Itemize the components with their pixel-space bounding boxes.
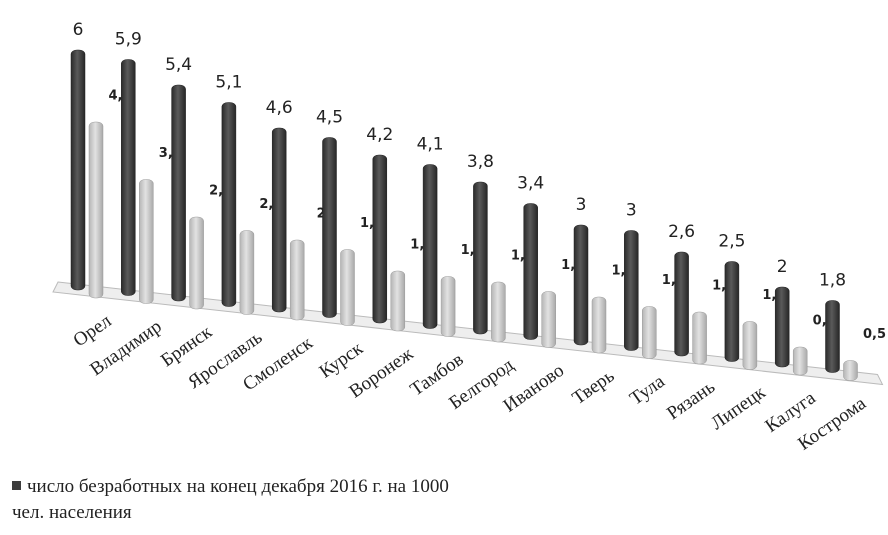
bar [121,59,136,296]
bar [674,251,689,357]
value-label: 3,4 [517,174,544,194]
value-label: 6 [73,20,84,40]
x-tick-label: Тверь [569,365,619,409]
bar [322,137,337,318]
value-label: 4,2 [366,125,393,145]
bar [340,249,355,326]
bar [624,230,639,351]
bar [692,311,707,365]
bar [189,216,204,310]
bar [792,346,808,376]
value-label: 2 [317,207,326,222]
bar [139,179,154,304]
bar [422,164,438,329]
bar [440,276,456,337]
bar [491,281,506,343]
bar [372,154,388,324]
value-label: 3 [576,195,587,215]
value-label: 4,5 [316,108,343,128]
bar [473,181,488,335]
bar [825,300,840,373]
legend-label: число безработных на конец декабря 2016 … [12,476,449,523]
bar [70,49,86,291]
value-label: 0,5 [863,327,886,342]
bar [221,102,237,307]
bar [289,239,305,321]
value-label: 5,9 [115,30,142,50]
bar [724,261,740,362]
bar [742,321,758,370]
value-label: 4,1 [417,135,444,155]
bar [171,84,186,302]
value-label: 4,6 [266,98,293,118]
value-label: 5,1 [215,73,242,93]
x-tick-label: Орел [70,310,116,351]
bar [271,127,287,313]
value-label: 3 [626,201,637,221]
bar [774,286,790,368]
bar [843,360,858,381]
value-label: 3,8 [467,152,494,172]
value-label: 2,6 [668,222,695,242]
bar [239,230,255,315]
x-tick-label: Липецк [707,382,770,435]
bar [390,270,406,332]
value-label: 2,5 [718,232,745,252]
legend: число безработных на конец декабря 2016 … [12,474,482,526]
bar [523,203,538,340]
bar [591,296,607,354]
legend-swatch [12,481,21,490]
bar [88,121,104,299]
bar [573,224,589,346]
chart: 64,4Орел5,93,1Владимир5,42,3Брянск5,12,1… [52,20,886,455]
value-label: 1,8 [819,271,846,291]
x-tick-label: Тула [626,371,669,410]
value-label: 5,4 [165,55,192,75]
bar [642,306,657,359]
value-label: 2 [777,257,788,277]
bar [541,291,556,348]
